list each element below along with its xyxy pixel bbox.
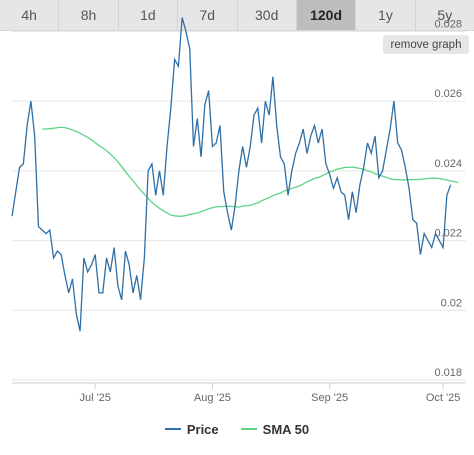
legend-swatch-sma-50	[240, 428, 257, 430]
remove-graph-button[interactable]: remove graph	[383, 35, 469, 54]
chart-legend: Price SMA 50	[0, 418, 474, 440]
x-tick-label: Sep '25	[311, 392, 348, 404]
timeframe-tabs: 4h 8h 1d 7d 30d 120d 1y 5y	[0, 0, 474, 31]
legend-label-sma-50: SMA 50	[262, 421, 310, 437]
tab-8h[interactable]: 8h	[59, 0, 119, 30]
tab-30d[interactable]: 30d	[238, 0, 297, 30]
legend-swatch-price	[164, 428, 181, 430]
tab-4h[interactable]: 4h	[0, 0, 60, 30]
x-axis-labels: Jul '25 Aug '25 Sep '25 Oct '25	[79, 392, 460, 404]
y-tick-label: 0.02	[441, 297, 462, 309]
tab-7d[interactable]: 7d	[178, 0, 238, 30]
x-tick-label: Aug '25	[194, 392, 231, 404]
y-tick-label: 0.022	[434, 228, 462, 240]
legend-item-sma-50[interactable]: SMA 50	[240, 421, 310, 437]
tab-1d[interactable]: 1d	[119, 0, 179, 30]
y-tick-label: 0.028	[434, 18, 462, 30]
y-tick-label: 0.024	[434, 158, 462, 170]
tab-1y[interactable]: 1y	[356, 0, 416, 30]
x-tick-label: Oct '25	[426, 392, 461, 404]
legend-label-price: Price	[186, 421, 219, 437]
tab-5y[interactable]: 5y	[437, 7, 453, 23]
y-tick-label: 0.026	[434, 88, 462, 100]
price-line	[11, 17, 452, 332]
sma-50-line	[42, 126, 459, 217]
y-tick-label: 0.018	[434, 367, 462, 379]
grid-lines	[12, 30, 466, 389]
legend-item-price[interactable]: Price	[164, 421, 219, 437]
tab-120d[interactable]: 120d	[296, 0, 357, 30]
y-axis-labels: 0.018 0.02 0.022 0.024 0.026 0.028	[434, 18, 462, 379]
x-tick-label: Jul '25	[79, 392, 110, 404]
